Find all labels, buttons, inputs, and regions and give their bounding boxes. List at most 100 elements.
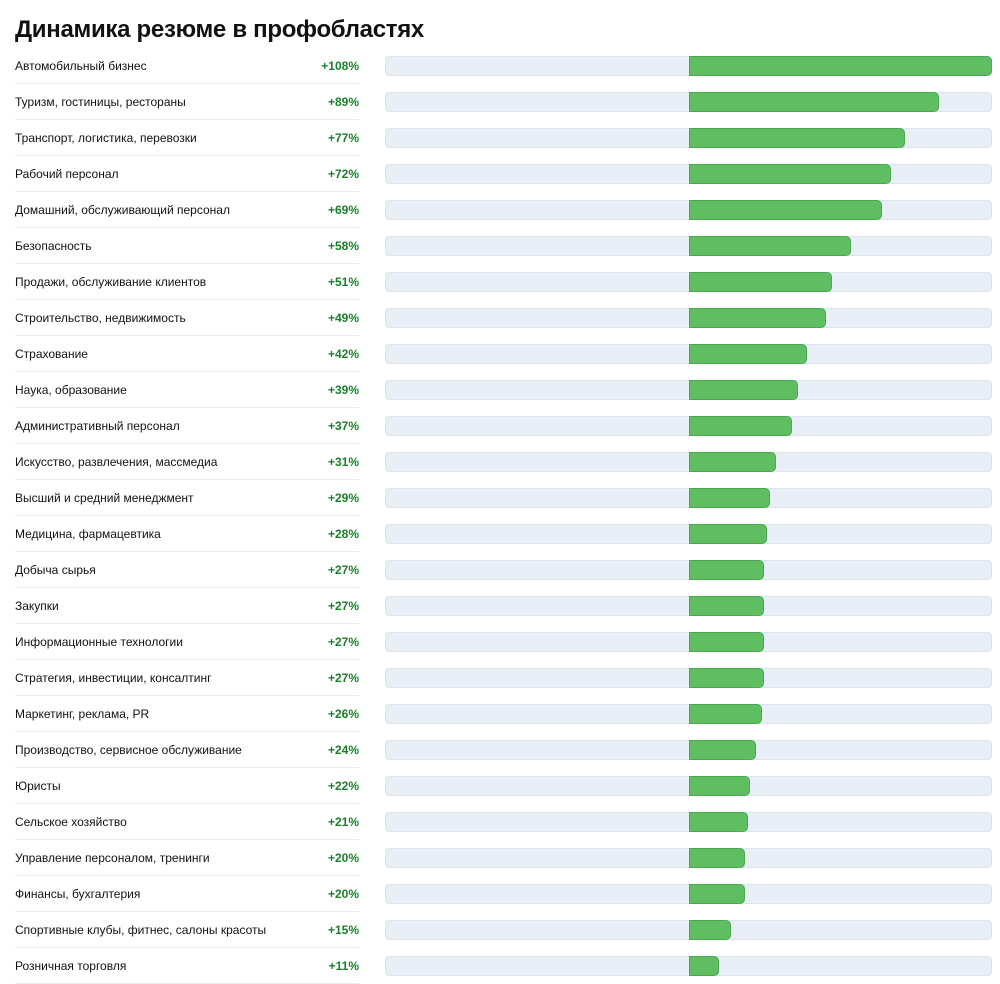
category-label: Искусство, развлечения, массмедиа [15,455,218,469]
bar [688,56,992,76]
value-label: +58% [327,239,359,253]
value-label: +37% [327,419,359,433]
value-label: +108% [321,59,359,73]
category-label: Рабочий персонал [15,167,119,181]
category-label: Розничная торговля [15,959,127,973]
bar [688,380,799,400]
value-label: +11% [328,959,359,973]
category-label: Административный персонал [15,419,180,433]
chart-row: Рабочий персонал +72% [0,156,1000,192]
chart-row: Страхование +42% [0,336,1000,372]
chart-row: Сельское хозяйство +21% [0,804,1000,840]
row-divider [15,659,359,660]
category-label: Финансы, бухгалтерия [15,887,141,901]
chart-row: Информационные технологии +27% [0,624,1000,660]
bar [688,128,905,148]
bar [688,488,770,508]
chart-row: Добыча сырья +27% [0,552,1000,588]
row-divider [15,263,359,264]
row-divider [15,155,359,156]
bar [688,272,832,292]
category-label: Маркетинг, реклама, PR [15,707,150,721]
value-label: +20% [327,851,359,865]
row-divider [15,299,359,300]
category-label: Управление персоналом, тренинги [15,851,210,865]
row-divider [15,335,359,336]
bar [688,740,756,760]
value-label: +89% [327,95,359,109]
value-label: +20% [327,887,359,901]
chart-row: Закупки +27% [0,588,1000,624]
bar [688,632,765,652]
row-divider [15,515,359,516]
chart-row: Розничная торговля +11% [0,948,1000,984]
bar [688,812,748,832]
chart-row: Административный персонал +37% [0,408,1000,444]
bar [688,524,768,544]
category-label: Автомобильный бизнес [15,59,147,73]
bar [688,596,765,616]
category-label: Страхование [15,347,88,361]
category-label: Производство, сервисное обслуживание [15,743,242,757]
row-divider [15,839,359,840]
value-label: +24% [327,743,359,757]
category-label: Домашний, обслуживающий персонал [15,203,230,217]
category-label: Сельское хозяйство [15,815,127,829]
row-divider [15,479,359,480]
chart-row: Продажи, обслуживание клиентов +51% [0,264,1000,300]
row-divider [15,191,359,192]
category-label: Стратегия, инвестиции, консалтинг [15,671,212,685]
value-label: +31% [327,455,359,469]
chart-row: Маркетинг, реклама, PR +26% [0,696,1000,732]
bar [688,776,751,796]
value-label: +27% [327,671,359,685]
chart-row: Безопасность +58% [0,228,1000,264]
bar [688,668,765,688]
category-label: Спортивные клубы, фитнес, салоны красоты [15,923,267,937]
chart-row: Финансы, бухгалтерия +20% [0,876,1000,912]
row-divider [15,767,359,768]
bar [688,164,891,184]
row-divider [15,623,359,624]
category-label: Продажи, обслуживание клиентов [15,275,207,289]
category-label: Безопасность [15,239,92,253]
bar-chart: Автомобильный бизнес +108% Туризм, гостини… [0,48,1000,984]
chart-row: Спортивные клубы, фитнес, салоны красоты… [0,912,1000,948]
chart-row: Туризм, гостиницы, рестораны +89% [0,84,1000,120]
row-divider [15,875,359,876]
bar [688,848,745,868]
bar [688,920,731,940]
chart-row: Домашний, обслуживающий персонал +69% [0,192,1000,228]
row-divider [15,83,359,84]
chart-row: Управление персоналом, тренинги +20% [0,840,1000,876]
value-label: +15% [327,923,359,937]
value-label: +77% [327,131,359,145]
row-divider [15,227,359,228]
chart-row: Стратегия, инвестиции, консалтинг +27% [0,660,1000,696]
bar [688,308,827,328]
category-label: Транспорт, логистика, перевозки [15,131,197,145]
chart-row: Автомобильный бизнес +108% [0,48,1000,84]
row-divider [15,947,359,948]
row-divider [15,695,359,696]
value-label: +27% [327,599,359,613]
chart-row: Медицина, фармацевтика +28% [0,516,1000,552]
bar [688,236,852,256]
row-divider [15,443,359,444]
category-label: Наука, образование [15,383,127,397]
category-label: Информационные технологии [15,635,183,649]
chart-row: Наука, образование +39% [0,372,1000,408]
row-divider [15,731,359,732]
category-label: Юристы [15,779,61,793]
chart-row: Искусство, развлечения, массмедиа +31% [0,444,1000,480]
row-divider [15,911,359,912]
chart-row: Транспорт, логистика, перевозки +77% [0,120,1000,156]
value-label: +39% [327,383,359,397]
row-divider [15,551,359,552]
category-label: Высший и средний менеджмент [15,491,194,505]
bar [688,344,807,364]
value-label: +51% [327,275,359,289]
bar [688,956,720,976]
row-divider [15,803,359,804]
bar [688,416,793,436]
